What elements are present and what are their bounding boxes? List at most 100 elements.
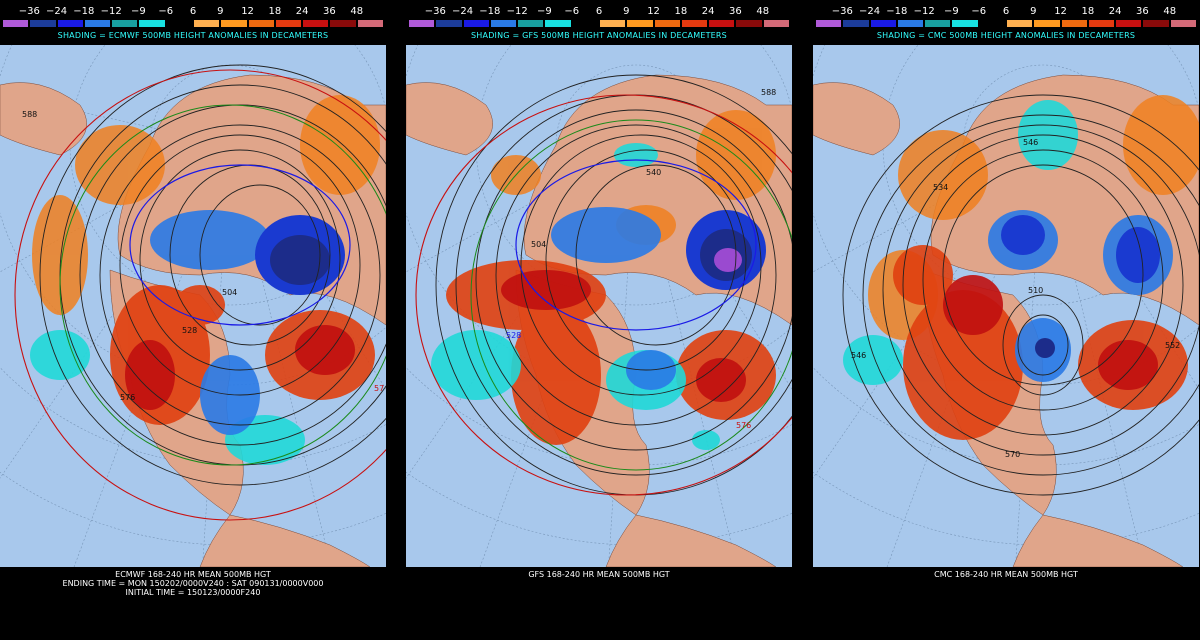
scale-swatch [680, 19, 709, 28]
panel-ecmwf: −36 −24 −18 −12 −9 −6 6 9 12 18 24 36 48 SHADING = E… [0, 0, 386, 640]
scale-label: −18 [73, 6, 95, 17]
scale-swatch [626, 19, 654, 28]
scale-swatch [192, 19, 221, 28]
shading-label: SHADING = CMC 500MB HEIGHT ANOMALIES IN … [876, 31, 1136, 40]
anomaly-color-scale: −36 −24 −18 −12 −9 −6 6 9 12 18 24 36 48 [406, 6, 792, 34]
caption-line: CMC 168-240 HR MEAN 500MB HGT [934, 570, 1078, 579]
anomaly-color-scale: −36 −24 −18 −12 −9 −6 6 9 12 18 24 36 48 [0, 6, 386, 34]
contour-label: 510 [1028, 286, 1043, 295]
contour-label: 504 [222, 288, 237, 297]
scale-swatch [653, 19, 681, 28]
scale-swatch [1005, 19, 1034, 28]
anomaly-color-scale: −36 −24 −18 −12 −9 −6 6 9 12 18 24 36 48 [813, 6, 1199, 34]
scale-label: −24 [452, 6, 474, 17]
scale-swatch [462, 19, 490, 28]
scale-label: 36 [323, 6, 336, 17]
scale-boxes [408, 19, 790, 28]
caption-line: ENDING TIME = MON 150202/0000V240 : SAT … [62, 579, 324, 588]
caption-line: ECMWF 168-240 HR MEAN 500MB HGT [115, 570, 271, 579]
scale-swatch [408, 19, 436, 28]
scale-swatch [869, 19, 897, 28]
cmc-map: 546 534 510 552 546 570 [813, 45, 1199, 567]
scale-label: 24 [701, 6, 715, 17]
scale-label: 36 [1136, 6, 1149, 17]
scale-label: 48 [1163, 6, 1177, 17]
scale-label: 9 [1030, 6, 1037, 17]
scale-swatch [951, 19, 979, 28]
scale-swatch [165, 19, 193, 28]
caption-line: INITIAL TIME = 150123/0000F240 [125, 588, 261, 597]
scale-swatch [247, 19, 275, 28]
scale-label: 24 [1108, 6, 1122, 17]
panel-cmc: −36 −24 −18 −12 −9 −6 6 9 12 18 24 36 48 SHADING = C… [813, 0, 1199, 640]
scale-swatch [1087, 19, 1116, 28]
scale-swatch [1142, 19, 1170, 28]
scale-label: −36 [18, 6, 40, 17]
scale-label: −12 [100, 6, 122, 17]
scale-swatch [29, 19, 57, 28]
contour-label: 540 [646, 168, 661, 177]
contour-label: 528 [182, 326, 197, 335]
contour-label: 504 [531, 240, 546, 249]
scale-swatch [978, 19, 1006, 28]
scale-labels: −36 −24 −18 −12 −9 −6 6 9 12 18 24 36 48 [406, 6, 792, 18]
scale-label: 36 [729, 6, 742, 17]
scale-swatch [708, 19, 736, 28]
scale-label: 18 [674, 6, 688, 17]
scale-swatch [842, 19, 870, 28]
scale-label: 12 [647, 6, 660, 17]
scale-label: −6 [971, 6, 987, 17]
contour-label: 534 [933, 183, 948, 192]
caption-line: GFS 168-240 HR MEAN 500MB HGT [528, 570, 670, 579]
scale-swatch [896, 19, 925, 28]
contour-label: 528 [506, 331, 521, 340]
scale-swatch [329, 19, 357, 28]
scale-swatch [83, 19, 112, 28]
contour-label: 588 [22, 110, 37, 119]
contour-label: 576 [736, 421, 751, 430]
caption: CMC 168-240 HR MEAN 500MB HGT [813, 570, 1199, 579]
shading-label: SHADING = ECMWF 500MB HEIGHT ANOMALIES I… [57, 31, 329, 40]
scale-labels: −36 −24 −18 −12 −9 −6 6 9 12 18 24 36 48 [0, 6, 386, 18]
scale-swatch [489, 19, 518, 28]
scale-label: −9 [131, 6, 146, 17]
scale-label: −6 [564, 6, 580, 17]
shading-label: SHADING = GFS 500MB HEIGHT ANOMALIES IN … [471, 31, 727, 40]
scale-label: −9 [537, 6, 552, 17]
scale-label: −36 [424, 6, 446, 17]
caption: GFS 168-240 HR MEAN 500MB HGT [406, 570, 792, 579]
contour-label: 546 [1023, 138, 1038, 147]
scale-label: 18 [268, 6, 282, 17]
scale-swatch [274, 19, 303, 28]
scale-boxes [2, 19, 384, 28]
scale-label: −24 [46, 6, 68, 17]
contour-label: 57 [374, 384, 384, 393]
scale-label: −12 [506, 6, 528, 17]
ecmwf-map: 588 504 528 576 57 [0, 45, 386, 567]
scale-label: 9 [623, 6, 630, 17]
scale-swatch [544, 19, 572, 28]
scale-swatch [1060, 19, 1088, 28]
scale-label: −9 [944, 6, 959, 17]
scale-swatch [356, 19, 384, 28]
scale-swatch [1033, 19, 1061, 28]
scale-swatch [435, 19, 463, 28]
contour-label: 552 [1165, 341, 1180, 350]
scale-boxes [815, 19, 1197, 28]
scale-swatch [924, 19, 952, 28]
scale-label: 24 [295, 6, 309, 17]
caption: ECMWF 168-240 HR MEAN 500MB HGT ENDING T… [0, 570, 386, 597]
scale-swatch [598, 19, 627, 28]
contour-label: 576 [120, 393, 135, 402]
scale-swatch [111, 19, 139, 28]
scale-label: −18 [886, 6, 908, 17]
scale-swatch [302, 19, 330, 28]
scale-swatch [735, 19, 763, 28]
scale-label: 9 [217, 6, 224, 17]
scale-swatch [571, 19, 599, 28]
scale-label: 18 [1081, 6, 1095, 17]
gfs-map: 588 540 504 528 576 [406, 45, 792, 567]
scale-swatch [517, 19, 545, 28]
scale-label: 12 [1054, 6, 1067, 17]
contour-label: 570 [1005, 450, 1020, 459]
